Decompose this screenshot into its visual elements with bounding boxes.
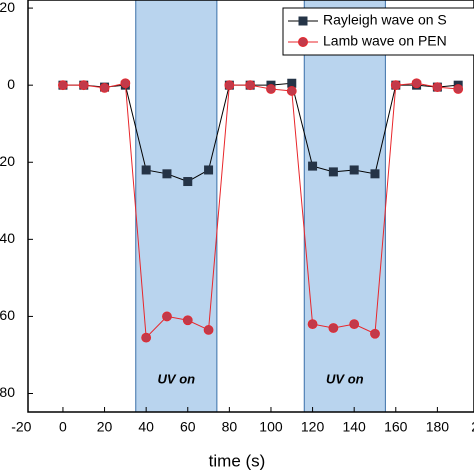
series-line	[62, 82, 459, 339]
y-tick-label: 20	[0, 153, 15, 169]
x-tick-label: 120	[301, 419, 325, 435]
marker	[203, 325, 214, 335]
y-tick-label: 20	[0, 0, 15, 15]
marker	[349, 165, 359, 175]
x-tick-label: 140	[342, 419, 366, 435]
marker	[308, 161, 318, 171]
marker	[370, 328, 380, 339]
y-tick-label: 60	[0, 307, 15, 323]
x-axis-title: time (s)	[209, 451, 266, 470]
x-tick-label: 20	[97, 419, 113, 435]
x-tick-label: 60	[180, 419, 196, 435]
marker	[182, 315, 193, 326]
marker	[141, 332, 152, 343]
marker	[204, 165, 214, 175]
x-tick-label: 40	[138, 419, 154, 435]
marker	[78, 80, 89, 91]
marker	[328, 323, 339, 333]
y-tick-label: 80	[0, 384, 15, 400]
y-tick-label: 0	[7, 76, 15, 92]
marker	[99, 82, 110, 93]
x-tick-label: -20	[11, 419, 31, 435]
plot-frame	[27, 0, 474, 413]
uv-region	[303, 0, 386, 413]
y-tick-label: 40	[0, 230, 15, 246]
marker	[58, 80, 68, 91]
x-tick-label: 80	[222, 419, 238, 435]
marker	[183, 177, 193, 187]
marker	[224, 80, 235, 91]
x-tick-label: 160	[384, 419, 408, 435]
marker	[120, 78, 131, 89]
marker	[286, 86, 297, 96]
x-tick-label: 0	[59, 419, 67, 435]
marker	[141, 165, 151, 175]
legend-label: Lamb wave on PEN	[323, 33, 447, 49]
x-tick-label: 20	[471, 419, 474, 435]
marker	[162, 311, 172, 322]
legend: Rayleigh wave on S Lamb wave on PEN	[282, 7, 474, 56]
marker	[307, 319, 318, 330]
marker	[370, 169, 380, 179]
marker	[349, 319, 360, 330]
uv-region	[135, 0, 218, 413]
marker	[266, 84, 276, 94]
x-tick-label: 100	[259, 419, 283, 435]
marker	[328, 167, 338, 177]
legend-marker	[298, 16, 308, 26]
marker	[245, 80, 256, 91]
legend-label: Rayleigh wave on S	[323, 12, 447, 28]
x-tick-label: 180	[426, 419, 450, 435]
legend-marker	[298, 37, 308, 47]
marker	[390, 80, 401, 91]
marker	[287, 78, 297, 88]
legend-box	[282, 7, 474, 56]
region-label: UV on	[326, 371, 364, 386]
series-line	[62, 82, 459, 183]
marker	[162, 169, 172, 179]
marker	[453, 84, 464, 94]
marker	[411, 78, 422, 89]
marker	[432, 82, 443, 93]
region-label: UV on	[158, 371, 196, 386]
